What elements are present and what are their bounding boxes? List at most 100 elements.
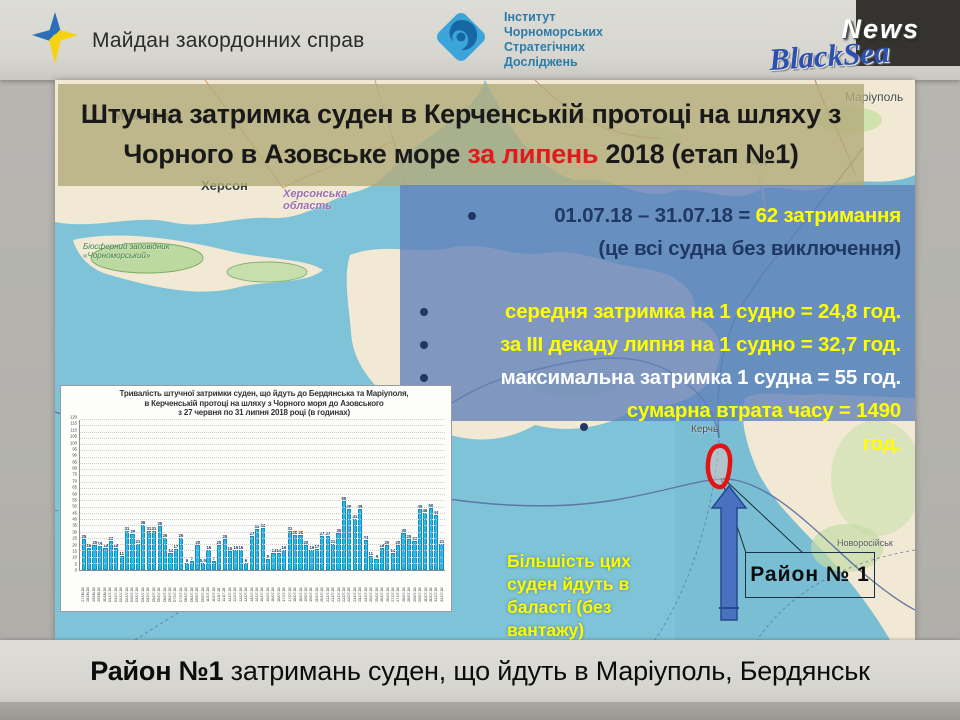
chart-bar: 18 [114, 420, 119, 570]
chart-bar: 25 [222, 420, 227, 570]
chart-x-label: 17.07.18 [282, 587, 286, 603]
chart-bar: 28 [298, 420, 303, 570]
chart-x-label: 19.07.18 [309, 587, 313, 603]
chart-x-label: 16.07.18 [276, 587, 281, 603]
chart-bar: 15 [227, 420, 233, 570]
star-icon [32, 12, 78, 69]
delay-bar-chart: Тривалість штучної затримки суден, що йд… [60, 385, 452, 612]
chart-x-label: 09.07.18 [195, 587, 199, 603]
header-dark-corner [856, 0, 960, 66]
chart-x-label: 30.06.18 [102, 587, 107, 603]
chart-x-label: 13.07.18 [238, 587, 243, 603]
chart-x-label: 31.07.18 [439, 587, 444, 603]
blacksea-wordmark: BlackSea [768, 33, 892, 78]
institute-line-3: Стратегічних [504, 40, 585, 54]
chart-x-label: 04.07.18 [146, 587, 150, 603]
chart-x-label: 19.07.18 [303, 587, 308, 603]
bottom-caption-rest: затримань суден, що йдуть в Маріуполь, Б… [223, 655, 870, 686]
chart-bar: 50 [428, 420, 433, 570]
chart-x-label: 15.07.18 [265, 587, 270, 603]
chart-x-label: 28.07.18 [407, 587, 411, 603]
chart-x-label: 01.07.18 [108, 587, 112, 603]
chart-bar: 18 [379, 420, 384, 570]
chart-x-label: 24.07.18 [358, 587, 362, 603]
chart-x-label: 20.07.18 [320, 587, 324, 603]
chart-bar: 27 [249, 420, 254, 570]
chart-x-axis-labels: 27.06.18 28.06.18 29.06.18 29.06.18 30.06.18… [79, 573, 445, 609]
chart-x-label: 28.06.18 [86, 587, 90, 603]
chart-x-label: 22.07.18 [336, 587, 340, 603]
chart-bar: 55 [341, 420, 346, 570]
institute-line-1: Інститут [504, 10, 556, 24]
chart-x-label: 30.07.18 [429, 587, 433, 603]
chart-x-label: 27.06.18 [81, 587, 85, 603]
chart-bar: 20 [217, 420, 222, 570]
chart-bar: 30 [401, 420, 406, 570]
institute-logo-text: Інститут Чорноморських Стратегічних Досл… [504, 6, 603, 70]
stat-line: (це всі судна без виключення) [598, 237, 901, 260]
chart-x-label: 01.07.18 [113, 587, 118, 603]
chart-x-label: 17.07.18 [287, 587, 292, 603]
chart-bar: 27 [325, 420, 330, 570]
bottom-caption: Район №1 затримань суден, що йдуть в Мар… [90, 655, 870, 687]
stat-line: за ІІІ декаду липня на 1 судно = 32,7 го… [410, 328, 901, 361]
detention-zone-marker [705, 443, 733, 490]
chart-x-label: 29.07.18 [412, 587, 417, 603]
title-line2-pre: Чорного в Азовське море [123, 139, 468, 169]
institute-line-2: Чорноморських [504, 25, 603, 39]
chart-x-label: 05.07.18 [157, 587, 161, 603]
chart-x-label: 25.07.18 [374, 587, 379, 603]
arrow-up-icon [710, 484, 748, 621]
bottom-strip [0, 702, 960, 720]
chart-x-label: 21.07.18 [325, 587, 330, 603]
institute-logo: Інститут Чорноморських Стратегічних Досл… [430, 6, 603, 73]
chart-x-label: 14.07.18 [249, 587, 253, 603]
map-panel: Миколаїв Херсон Херсонська область Біосф… [55, 80, 915, 640]
chart-bar: 20 [195, 420, 200, 570]
map-annotations [705, 443, 804, 621]
statistics-box: 01.07.18 – 31.07.18 = 62 затримання (це в… [400, 185, 915, 455]
chart-x-label: 29.06.18 [97, 587, 101, 603]
chart-bar: 27 [320, 420, 325, 570]
stat-line: сумарна втрата часу = 1490 год. [410, 394, 901, 460]
map-label-kerch: Керчь [691, 424, 719, 435]
chart-x-label: 31.07.18 [434, 587, 438, 603]
map-label-biosphere: Біосферний заповідник «Чорноморський» [83, 242, 170, 260]
bullet-icon [420, 373, 428, 382]
chart-bar: 28 [292, 420, 298, 570]
blacksea-news-logo: News BlackSea [738, 6, 938, 78]
mzs-logo-text: Майдан закордонних справ [92, 28, 365, 52]
region-1-label: Район № 1 [750, 563, 870, 586]
chart-x-label: 03.07.18 [135, 587, 139, 603]
chart-x-label: 15.07.18 [260, 587, 264, 603]
title-line2-post: 2018 (етап №1) [598, 139, 799, 169]
chart-x-label: 08.07.18 [189, 587, 194, 603]
slide-title-line1: Штучна затримка суден в Керченській прот… [80, 99, 842, 129]
chart-x-label: 12.07.18 [233, 587, 237, 603]
chart-x-label: 25.07.18 [369, 587, 373, 603]
chart-bar: 25 [406, 420, 411, 570]
chart-x-label: 08.07.18 [184, 587, 188, 603]
chart-title: Тривалість штучної затримки суден, що йд… [81, 389, 447, 418]
chart-bar: 23 [412, 420, 417, 570]
title-highlight: за липень [467, 139, 599, 169]
chart-x-label: 24.07.18 [363, 587, 368, 603]
chart-x-label: 02.07.18 [124, 587, 128, 603]
slide-title: Штучна затримка суден в Керченській прот… [58, 84, 864, 186]
ballast-note: Більшість цих суден йдуть в баласті (без… [507, 551, 631, 640]
bottom-caption-bar: Район №1 затримань суден, що йдуть в Мар… [0, 640, 960, 702]
chart-x-label: 06.07.18 [162, 587, 166, 603]
chart-bar: 7 [189, 420, 195, 570]
chart-bar: 30 [336, 420, 341, 570]
chart-x-label: 07.07.18 [173, 587, 177, 603]
bullet-icon [468, 211, 476, 220]
chart-x-label: 05.07.18 [151, 587, 156, 603]
chart-x-label: 29.06.18 [91, 587, 96, 603]
wave-diamond-icon [430, 6, 492, 73]
institute-line-4: Досліджень [504, 55, 578, 69]
chart-x-label: 27.07.18 [396, 587, 400, 603]
chart-bar: 33 [255, 420, 260, 570]
map-label-novorossiysk: Новоросійськ [837, 538, 893, 548]
chart-x-label: 04.07.18 [140, 587, 145, 603]
